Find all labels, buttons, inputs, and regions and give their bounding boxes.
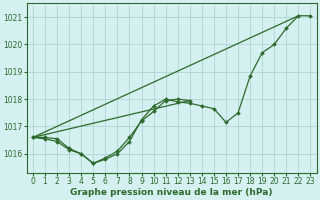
X-axis label: Graphe pression niveau de la mer (hPa): Graphe pression niveau de la mer (hPa) — [70, 188, 273, 197]
